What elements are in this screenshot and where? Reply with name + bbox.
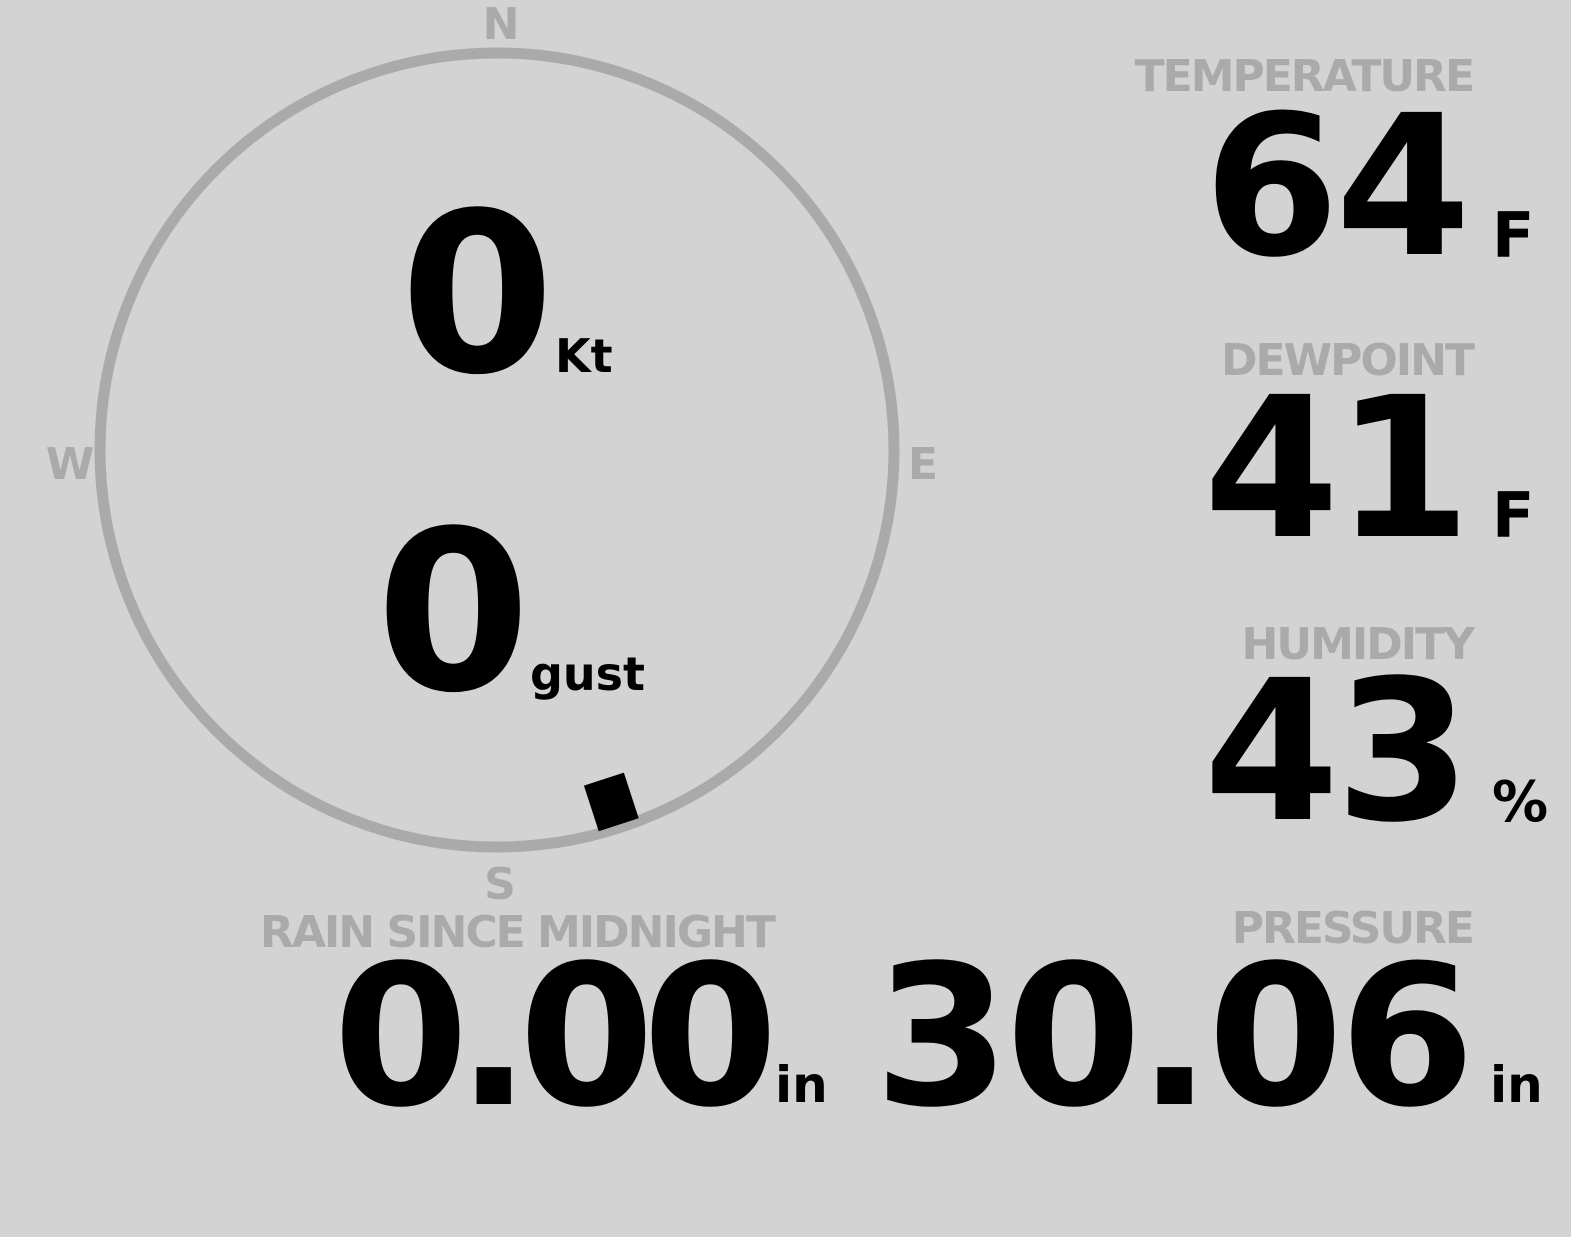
temperature-label: TEMPERATURE bbox=[1134, 51, 1475, 102]
compass-east: E bbox=[907, 439, 939, 490]
rain-value: 0.00 bbox=[333, 923, 778, 1150]
compass-south: S bbox=[484, 859, 516, 910]
humidity-unit: % bbox=[1492, 770, 1549, 835]
rain-unit: in bbox=[775, 1056, 828, 1114]
pressure-label: PRESSURE bbox=[1231, 903, 1475, 954]
wind-speed-unit: Kt bbox=[555, 329, 613, 383]
wind-direction-marker bbox=[583, 772, 639, 832]
compass-north: N bbox=[482, 0, 520, 50]
wind-gust-label: gust bbox=[530, 647, 646, 701]
humidity-value: 43 bbox=[1203, 638, 1471, 865]
rain-label: RAIN SINCE MIDNIGHT bbox=[260, 907, 776, 958]
dewpoint-label: DEWPOINT bbox=[1221, 335, 1475, 386]
dewpoint-value: 41 bbox=[1203, 355, 1471, 582]
pressure-value: 30.06 bbox=[874, 923, 1475, 1150]
wind-speed-value: 0 bbox=[400, 166, 554, 424]
temperature-unit: F bbox=[1492, 199, 1535, 272]
temperature-value: 64 bbox=[1203, 73, 1471, 300]
compass-ring bbox=[94, 47, 900, 853]
dewpoint-unit: F bbox=[1492, 479, 1535, 552]
wind-gust-value: 0 bbox=[376, 484, 530, 742]
pressure-unit: in bbox=[1490, 1056, 1543, 1114]
compass-west: W bbox=[45, 439, 95, 490]
humidity-label: HUMIDITY bbox=[1241, 619, 1475, 670]
